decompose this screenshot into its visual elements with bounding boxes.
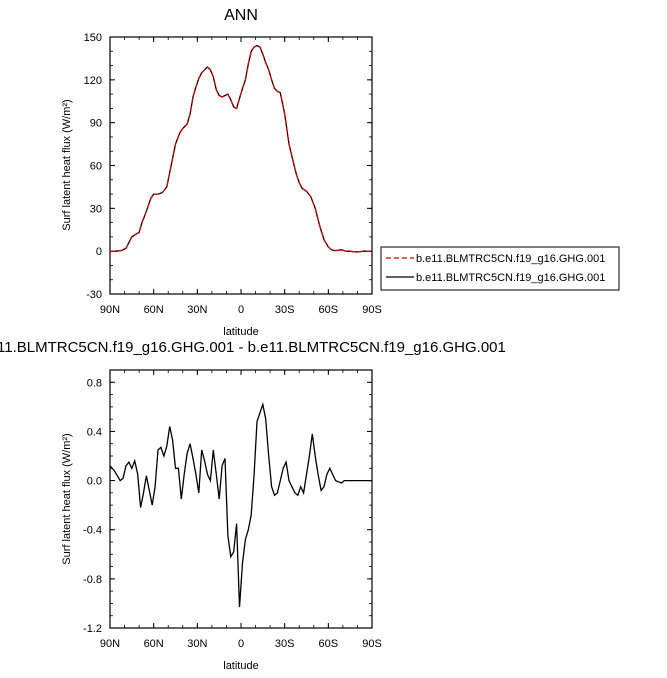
- bottom-panel: b.e11.BLMTRC5CN.f19_g16.GHG.001 - b.e11.…: [0, 339, 506, 672]
- legend-label-1: b.e11.BLMTRC5CN.f19_g16.GHG.001: [416, 253, 605, 265]
- top-y-tick-label: 0: [96, 246, 102, 258]
- bottom-y-tick-label: 0.0: [87, 476, 102, 488]
- top-y-tick-label: -30: [86, 289, 102, 301]
- top-x-tick-label: 60N: [144, 304, 164, 316]
- top-x-tick-label: 60S: [319, 304, 339, 316]
- bottom-y-tick-label: -0.4: [83, 525, 102, 537]
- top-y-tick-label: 60: [90, 161, 102, 173]
- top-x-tick-label: 90N: [100, 304, 120, 316]
- top-series-line-black-solid: [110, 44, 372, 253]
- top-y-axis-label: Surf latent heat flux (W/m²): [61, 99, 73, 230]
- top-y-tick-label: 30: [90, 203, 102, 215]
- bottom-y-tick-label: -1.2: [83, 623, 102, 635]
- top-x-tick-label: 90S: [362, 304, 382, 316]
- top-plot-frame: [109, 36, 373, 295]
- legend: b.e11.BLMTRC5CN.f19_g16.GHG.001 b.e11.BL…: [380, 246, 620, 291]
- bottom-chart-title: b.e11.BLMTRC5CN.f19_g16.GHG.001 - b.e11.…: [0, 339, 506, 356]
- bottom-y-tick-label: 0.8: [87, 377, 102, 389]
- bottom-series-line-black-solid: [109, 401, 372, 608]
- bottom-x-axis-label: latitude: [223, 660, 258, 672]
- top-x-axis-label: latitude: [223, 326, 258, 338]
- bottom-series: [109, 401, 372, 608]
- top-y-tick-label: 150: [84, 32, 102, 44]
- top-series: [110, 44, 372, 253]
- bottom-x-tick-label: 30S: [275, 638, 295, 650]
- top-x-tick-label: 0: [238, 304, 244, 316]
- bottom-x-tick-label: 60S: [319, 638, 339, 650]
- bottom-y-axis-label: Surf latent heat flux (W/m²): [61, 433, 73, 564]
- top-x-tick-label: 30N: [187, 304, 207, 316]
- legend-label-2: b.e11.BLMTRC5CN.f19_g16.GHG.001: [416, 272, 605, 284]
- bottom-x-tick-label: 60N: [144, 638, 164, 650]
- top-x-tick-label: 30S: [275, 304, 295, 316]
- bottom-x-tick-label: 90N: [100, 638, 120, 650]
- bottom-y-tick-label: 0.4: [87, 426, 102, 438]
- top-chart-title: ANN: [224, 7, 258, 24]
- bottom-y-tick-label: -0.8: [83, 574, 102, 586]
- bottom-x-tick-label: 0: [238, 638, 244, 650]
- top-y-tick-label: 90: [90, 118, 102, 130]
- top-series-line-red-dashed: [110, 44, 372, 253]
- bottom-x-tick-label: 90S: [362, 638, 382, 650]
- legend-box: [380, 246, 620, 291]
- bottom-x-tick-label: 30N: [187, 638, 207, 650]
- bottom-ticks: -1.2 -0.8 -0.4 0.0 0.4 0.8 90N 60N 30N 0 30S 60S 90S: [83, 369, 382, 650]
- top-y-tick-label: 120: [84, 75, 102, 87]
- top-ticks: -30 0 30 60 90 120 150 90N 60N 30N 0 30S 60S 90S: [84, 32, 382, 316]
